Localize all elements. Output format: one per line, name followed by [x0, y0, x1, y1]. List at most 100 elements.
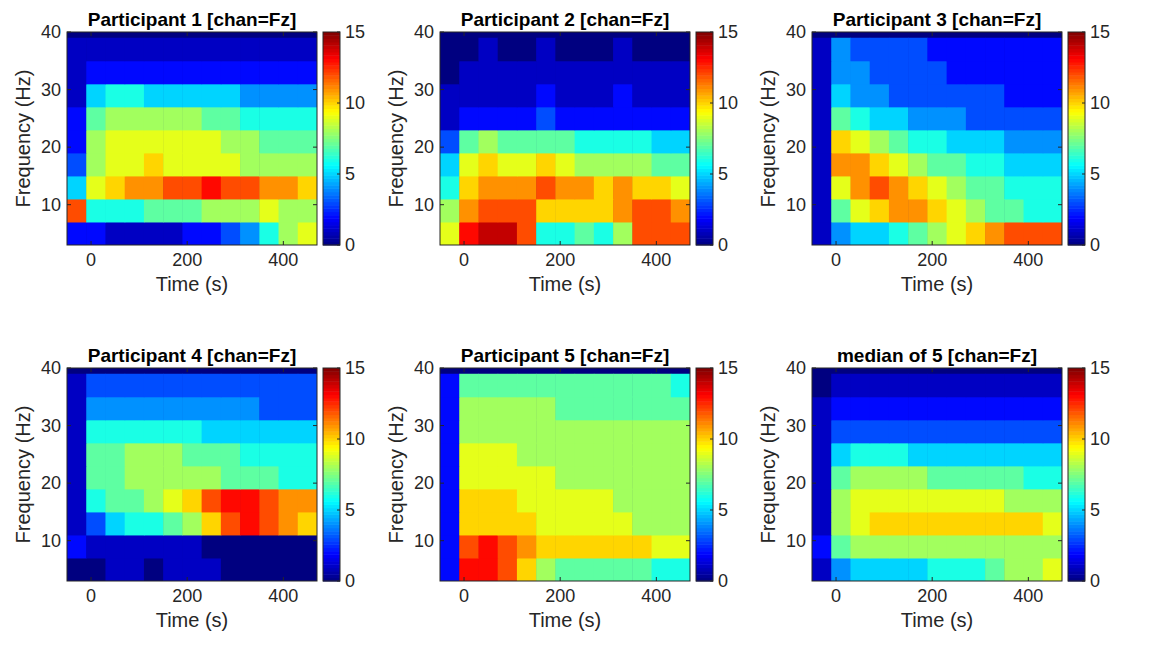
- x-tick: [283, 241, 284, 245]
- heat-cell: [594, 61, 614, 85]
- colorbar-segment: [323, 501, 340, 505]
- heat-cell: [985, 38, 1005, 62]
- heat-cell: [985, 199, 1005, 223]
- colorbar-segment: [696, 501, 713, 505]
- heat-cell: [889, 84, 909, 108]
- heat-cell: [105, 84, 125, 108]
- heat-cell: [459, 130, 479, 154]
- colorbar-tick-label: 5: [345, 164, 355, 184]
- y-tick-label: 10: [41, 531, 61, 551]
- colorbar-segment: [323, 185, 340, 189]
- heat-cell: [831, 558, 851, 581]
- colorbar-segment: [1068, 451, 1085, 455]
- colorbar-segment: [323, 132, 340, 136]
- y-tick: [440, 204, 444, 205]
- y-tick: [440, 89, 444, 90]
- heat-cell: [86, 466, 106, 490]
- colorbar-segment: [1068, 162, 1085, 166]
- colorbar-segment: [1068, 484, 1085, 488]
- heat-cell: [966, 466, 986, 490]
- colorbar-segment: [1068, 105, 1085, 109]
- colorbar-tick: [337, 103, 340, 104]
- colorbar-segment: [696, 574, 713, 578]
- heat-cell: [927, 420, 947, 444]
- colorbar-segment: [1068, 518, 1085, 522]
- heat-cell: [459, 535, 479, 559]
- heat-cell: [182, 374, 202, 398]
- colorbar-segment: [323, 158, 340, 162]
- colorbar-segment: [1068, 175, 1085, 179]
- heat-cell: [812, 512, 832, 536]
- x-tick: [91, 241, 92, 245]
- heat-cell: [202, 130, 222, 154]
- heat-cell: [671, 558, 690, 581]
- colorbar-segment: [696, 418, 713, 422]
- colorbar-segment: [1068, 182, 1085, 186]
- heat-cell: [144, 222, 164, 245]
- heat-cell: [440, 535, 460, 559]
- heat-cell: [985, 107, 1005, 131]
- heat-cell: [889, 199, 909, 223]
- colorbar-tick-label: 0: [1090, 235, 1100, 255]
- colorbar-segment: [696, 155, 713, 159]
- heat-cell: [440, 374, 460, 398]
- heat-cell: [105, 130, 125, 154]
- y-tick-label: 30: [41, 416, 61, 436]
- heat-cell: [259, 489, 279, 513]
- colorbar-segment: [696, 484, 713, 488]
- heat-cell: [105, 535, 125, 559]
- colorbar-segment: [696, 235, 713, 239]
- heat-cell: [985, 176, 1005, 200]
- x-tick-label: 0: [831, 586, 841, 606]
- panel-title: Participant 1 [chan=Fz]: [88, 9, 297, 30]
- heat-cell: [812, 38, 832, 62]
- heat-cell: [536, 397, 556, 421]
- heat-cell: [517, 558, 537, 581]
- colorbar-segment: [696, 425, 713, 429]
- colorbar-segment: [696, 385, 713, 389]
- heat-cell: [671, 489, 690, 513]
- heat-cell: [221, 489, 241, 513]
- plot-background: [440, 32, 690, 245]
- colorbar-segment: [1068, 222, 1085, 226]
- colorbar-tick: [710, 439, 713, 440]
- heat-cell: [536, 558, 556, 581]
- colorbar-segment: [696, 135, 713, 139]
- colorbar-segment: [323, 378, 340, 382]
- heat-cell: [652, 374, 672, 398]
- heat-cell: [850, 84, 870, 108]
- heat-cell: [182, 420, 202, 444]
- colorbar-segment: [1068, 498, 1085, 502]
- colorbar-tick-label: 15: [345, 22, 365, 42]
- y-tick: [812, 147, 816, 148]
- heat-cell: [144, 512, 164, 536]
- colorbar-segment: [323, 428, 340, 432]
- colorbar-segment: [1068, 218, 1085, 222]
- heat-cell: [555, 130, 575, 154]
- heat-cell: [594, 84, 614, 108]
- colorbar-segment: [323, 172, 340, 176]
- heat-cell: [202, 397, 222, 421]
- heat-cell: [440, 176, 460, 200]
- heat-cell: [221, 397, 241, 421]
- colorbar-segment: [1068, 418, 1085, 422]
- colorbar-segment: [696, 551, 713, 555]
- colorbar-segment: [696, 401, 713, 405]
- heat-cell: [1004, 153, 1024, 177]
- heat-cell: [555, 222, 575, 245]
- heat-cell: [575, 222, 595, 245]
- heat-cell: [632, 222, 652, 245]
- heat-cell: [1024, 153, 1044, 177]
- heat-cell: [927, 84, 947, 108]
- colorbar-segment: [323, 514, 340, 518]
- colorbar-segment: [696, 65, 713, 69]
- y-tick: [313, 32, 317, 33]
- x-tick: [283, 368, 284, 372]
- heat-cell: [440, 558, 460, 581]
- heat-cell: [594, 397, 614, 421]
- heat-cell: [498, 130, 518, 154]
- colorbar-segment: [696, 115, 713, 119]
- colorbar-segment: [696, 109, 713, 113]
- heat-cell: [279, 443, 299, 467]
- y-tick: [440, 32, 444, 33]
